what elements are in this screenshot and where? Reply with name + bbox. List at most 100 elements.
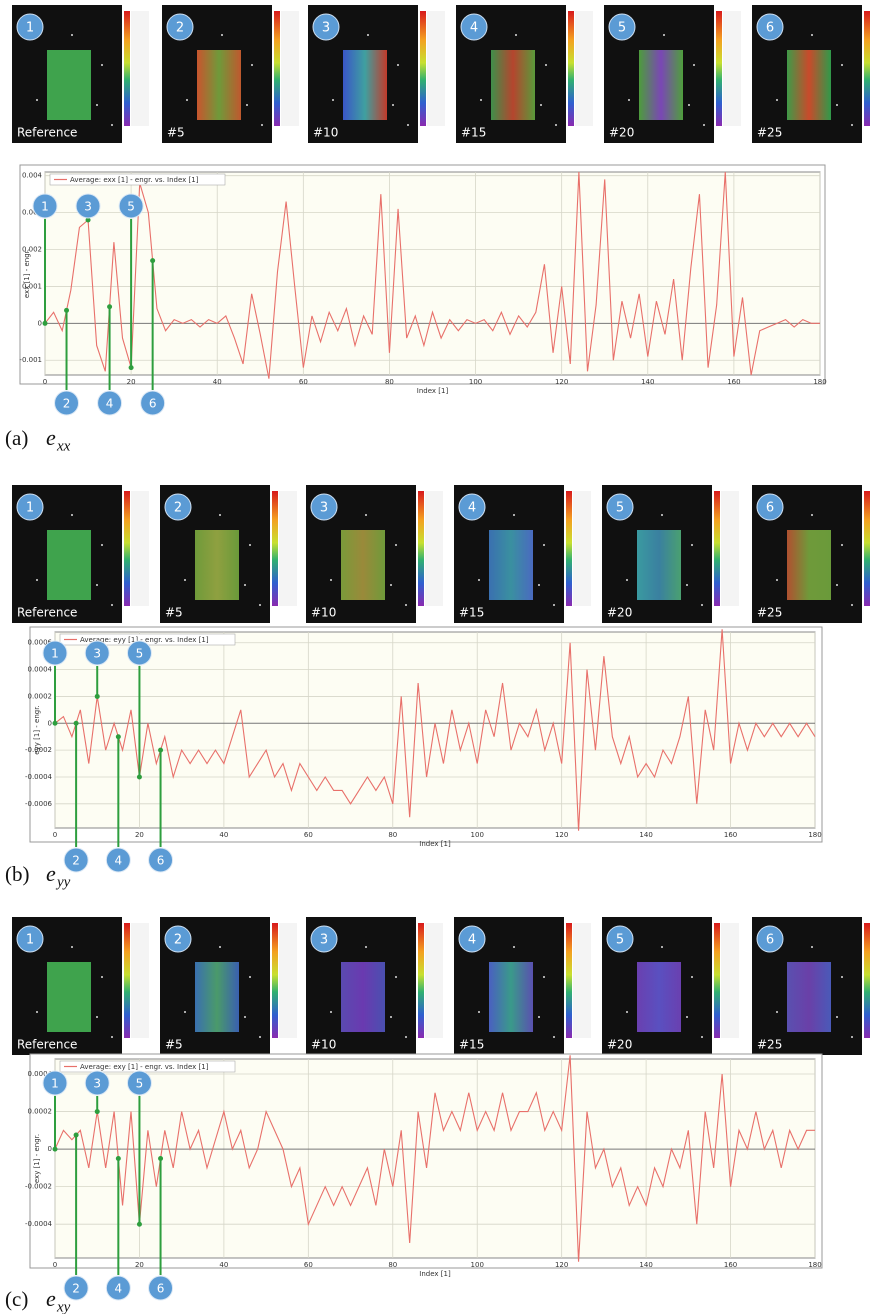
speckle — [686, 584, 688, 586]
speckle — [851, 124, 853, 126]
speckle — [36, 1011, 38, 1013]
y-tick-label: 0 — [38, 319, 42, 327]
speckle — [184, 1011, 186, 1013]
marker-badge — [75, 193, 101, 219]
speckle — [693, 64, 695, 66]
marker-badge — [97, 390, 123, 416]
marker-end — [158, 747, 164, 753]
panel-subscript: xx — [56, 438, 71, 454]
marker-end — [107, 304, 113, 310]
speckle — [841, 544, 843, 546]
colorbar — [124, 491, 130, 606]
x-tick-label: 20 — [135, 831, 144, 839]
x-tick-label: 40 — [219, 1261, 228, 1269]
badge — [756, 493, 784, 521]
speckle — [538, 584, 540, 586]
x-tick-label: 0 — [43, 378, 47, 386]
badge — [16, 13, 44, 41]
y-axis-label: exx [1] - engr. — [23, 249, 31, 298]
specimen — [341, 962, 385, 1032]
badge-label: 2 — [174, 501, 182, 516]
image-caption: #15 — [461, 126, 486, 140]
data-line — [54, 1055, 815, 1262]
speckle — [626, 579, 628, 581]
y-tick-label: 0.0004 — [28, 666, 53, 674]
speckle — [101, 976, 103, 978]
speckle — [184, 579, 186, 581]
marker-badge — [126, 1070, 152, 1096]
speckle — [221, 34, 223, 36]
speckle — [538, 1016, 540, 1018]
speckle — [219, 946, 221, 948]
speckle — [244, 1016, 246, 1018]
marker-label: 2 — [63, 397, 71, 411]
specimen — [491, 50, 535, 120]
y-tick-label: 0.003 — [22, 209, 42, 217]
marker-end — [52, 720, 58, 726]
colorbar — [864, 11, 870, 126]
marker-label: 6 — [149, 397, 157, 411]
speckle — [405, 604, 407, 606]
y-tick-label: 0.002 — [22, 246, 42, 254]
marker-label: 6 — [157, 1282, 165, 1296]
y-tick-label: 0.0004 — [28, 1070, 53, 1078]
image-caption: Reference — [17, 126, 77, 140]
speckle — [841, 976, 843, 978]
y-tick-label: 0.0002 — [28, 692, 53, 700]
speckle — [686, 1016, 688, 1018]
speckle — [395, 976, 397, 978]
x-tick-label: 0 — [53, 1261, 57, 1269]
legend-label: Average: exy [1] - engr. vs. Index [1] — [80, 1063, 209, 1071]
y-tick-label: 0.0002 — [28, 1108, 53, 1116]
y-tick-label: 0.0006 — [28, 639, 53, 647]
colorbar-labels — [131, 923, 149, 1038]
colorbar — [568, 11, 574, 126]
marker-badge — [42, 640, 68, 666]
speckle — [701, 1036, 703, 1038]
speckle — [101, 64, 103, 66]
x-tick-label: 120 — [555, 1261, 568, 1269]
x-tick-label: 180 — [808, 1261, 821, 1269]
speckle — [330, 1011, 332, 1013]
marker-badge — [54, 390, 80, 416]
colorbar — [714, 491, 720, 606]
specimen — [639, 50, 683, 120]
speckle — [219, 514, 221, 516]
speckle — [261, 124, 263, 126]
badge-label: 1 — [26, 933, 34, 948]
speckle — [513, 514, 515, 516]
marker-badge — [148, 847, 174, 873]
image-caption: #5 — [165, 1038, 183, 1052]
speckle — [811, 946, 813, 948]
marker-end — [158, 1156, 164, 1161]
marker-badge — [105, 847, 131, 873]
badge-label: 1 — [26, 21, 34, 36]
marker-end — [73, 720, 79, 726]
speckle — [776, 579, 778, 581]
speckle — [71, 34, 73, 36]
y-tick-label: 0.001 — [22, 282, 42, 290]
speckle — [71, 514, 73, 516]
badge-label: 4 — [470, 21, 478, 36]
marker-badge — [148, 1275, 174, 1301]
badge — [164, 925, 192, 953]
speckle — [478, 1011, 480, 1013]
marker-end — [136, 1221, 142, 1227]
badge-label: 4 — [468, 501, 476, 516]
badge — [312, 13, 340, 41]
x-tick-label: 100 — [469, 378, 482, 386]
image-caption: #15 — [459, 606, 484, 620]
colorbar-labels — [425, 491, 443, 606]
specimen — [787, 50, 831, 120]
speckle — [259, 1036, 261, 1038]
panel-symbol: e — [46, 861, 56, 886]
badge-label: 6 — [766, 21, 774, 36]
x-tick-label: 140 — [639, 1261, 652, 1269]
badge-label: 2 — [174, 933, 182, 948]
badge-label: 5 — [618, 21, 626, 36]
speckle — [811, 34, 813, 36]
speckle — [691, 544, 693, 546]
colorbar-labels — [723, 11, 741, 126]
speckle — [186, 99, 188, 101]
